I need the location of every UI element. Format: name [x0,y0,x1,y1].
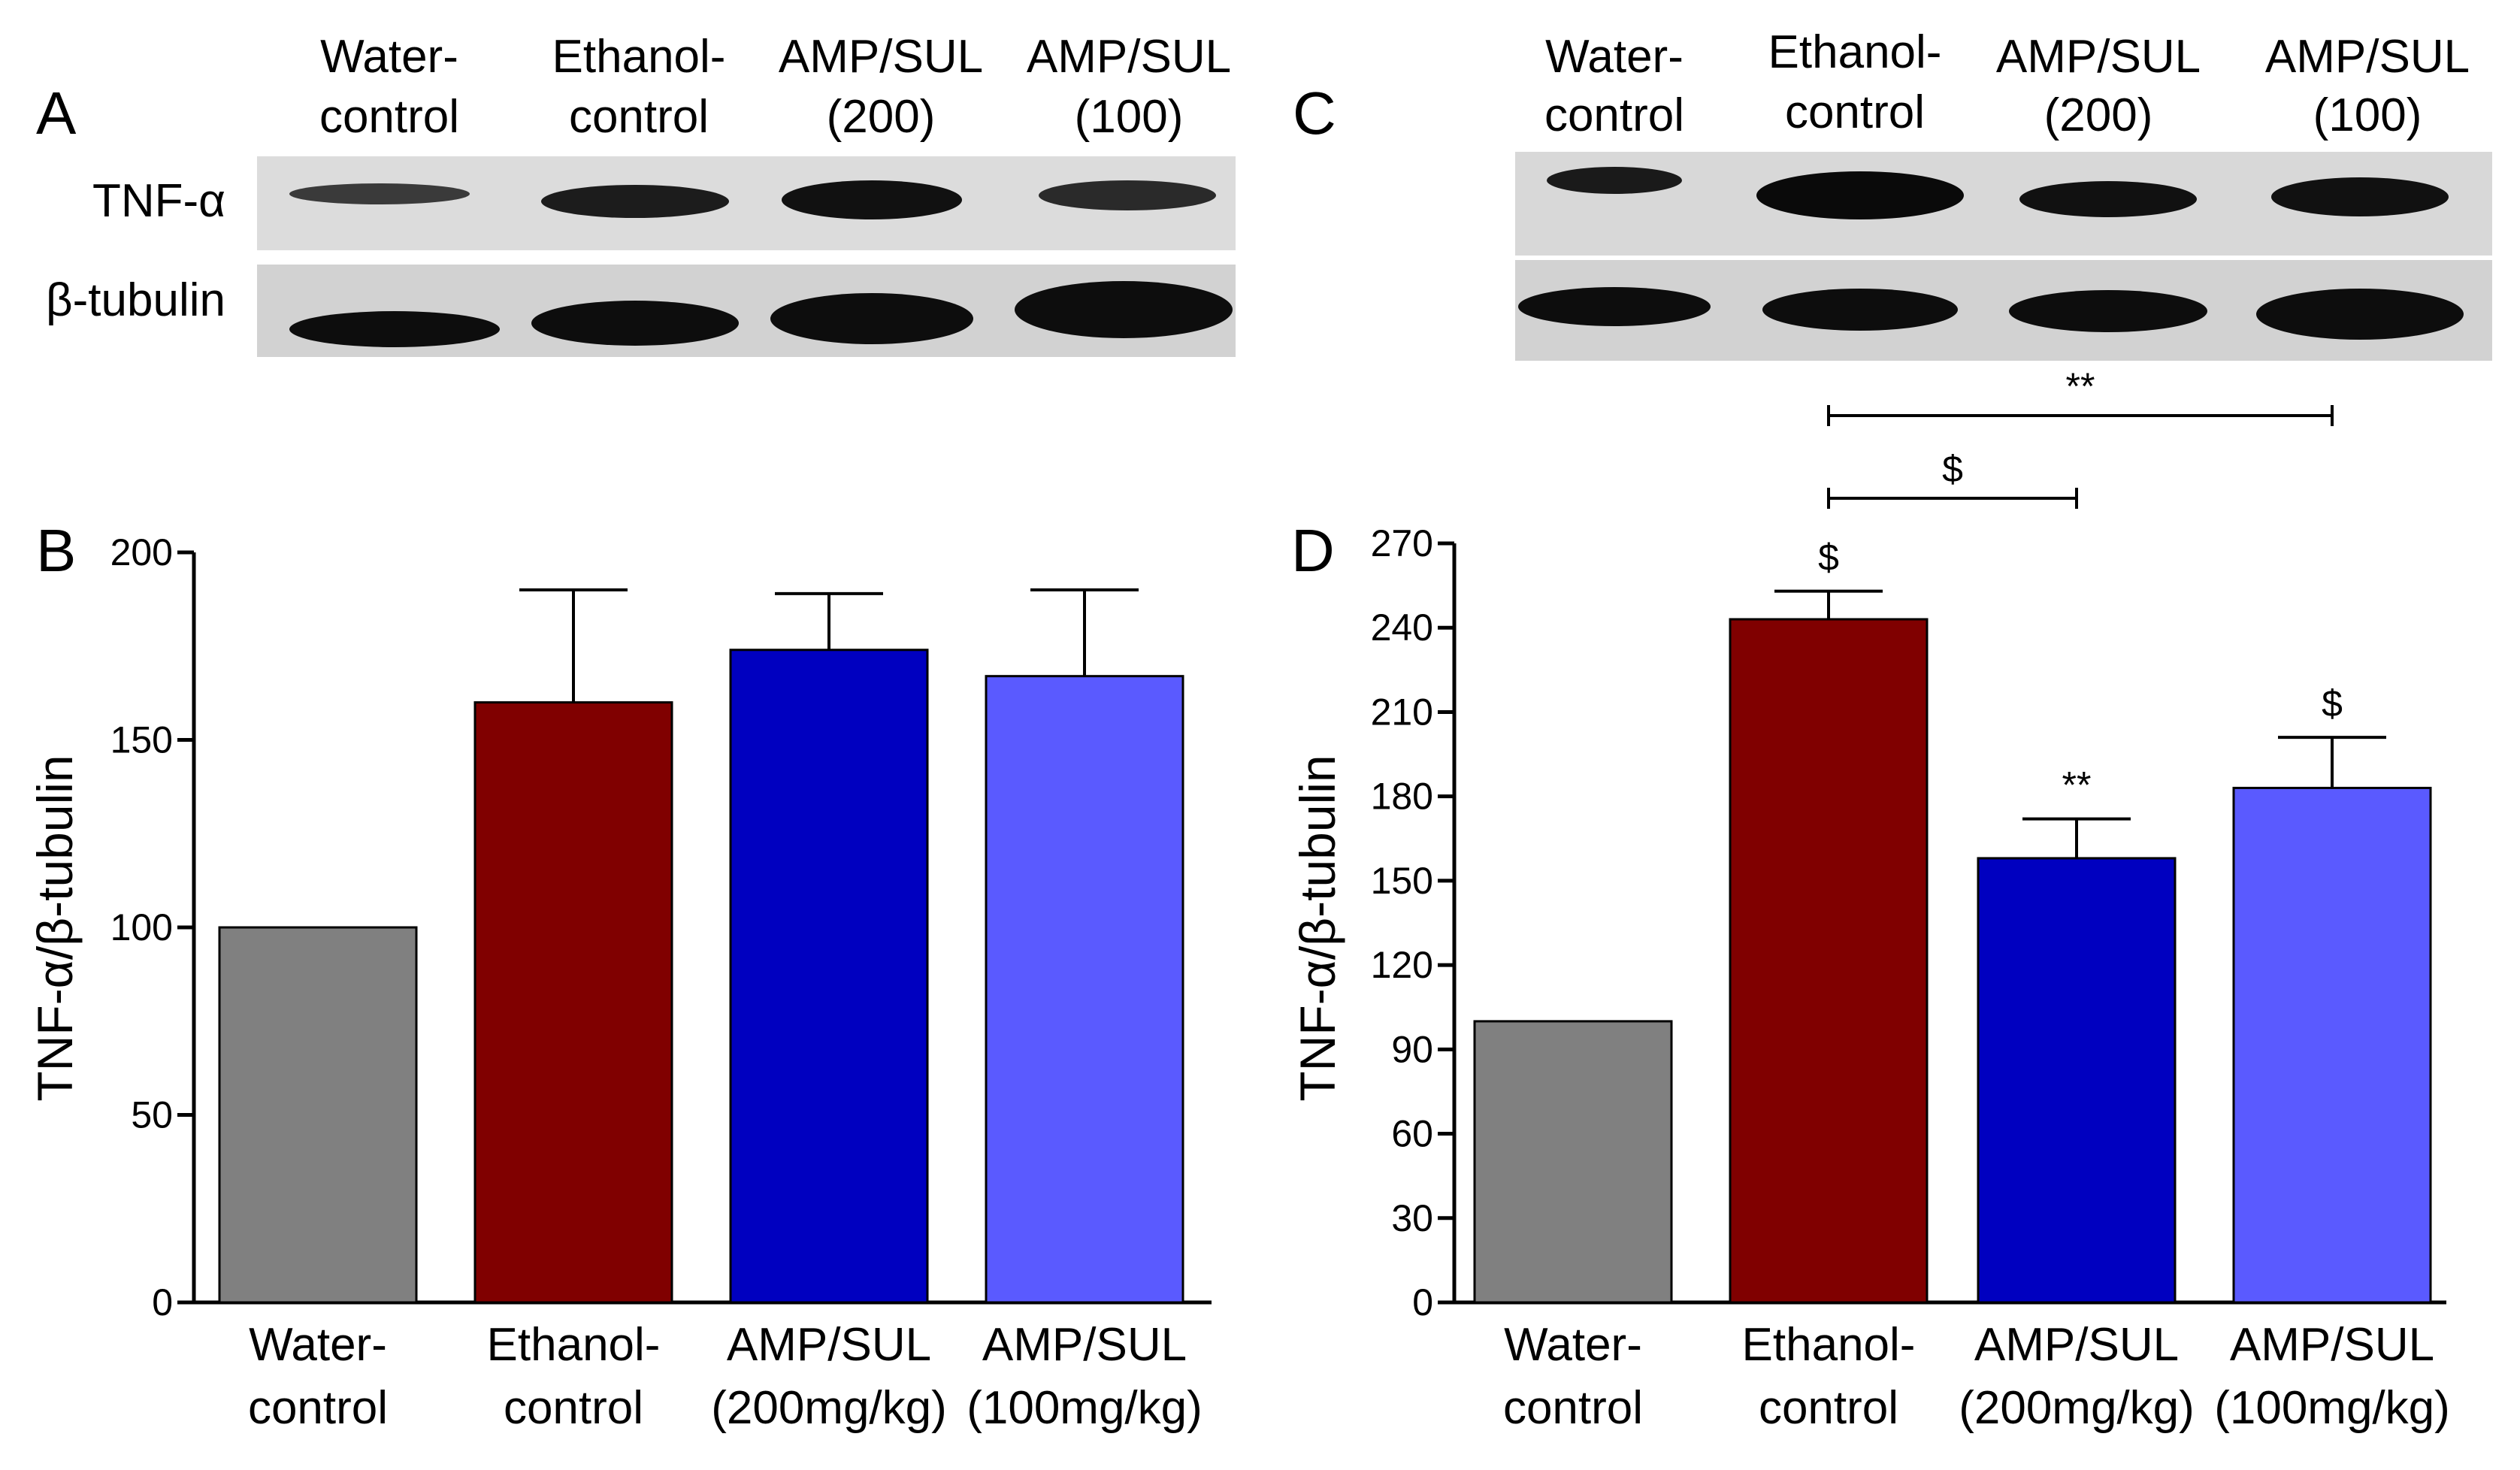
blot-a-tub-band-3 [770,293,973,344]
chart-d-ylabel: TNF-α/β-tubulin [1290,755,1345,1101]
blot-a-lane-4-line-2: (100) [1075,91,1184,143]
blot-a-tub-band-4 [1015,281,1233,338]
blot-a-tnf-band-1 [289,183,470,204]
blot-a-row-label-tubulin: β-tubulin [46,274,225,326]
chart-b-bar-4 [985,675,1184,1304]
blot-a-tub-band-1 [289,311,500,347]
panel-b-chart: B TNF-α/β-tubulin 0 50 100 150 200 Water-cont… [27,517,1212,1434]
blot-c-lane-3-line-2: (200) [2044,89,2153,141]
blot-c-tnf-band-2 [1756,171,1964,219]
chart-b-category-4-line-2: (100mg/kg) [967,1382,1203,1434]
panel-a: A Water- control Ethanol- control AMP/SU… [36,31,1236,357]
chart-d-bracket-1-label: ** [2066,365,2095,407]
chart-b-ytick-label-4: 200 [110,531,173,573]
blot-a-lane-2-line-2: control [569,91,709,143]
chart-d-bar-3 [1977,857,2177,1304]
panel-d-chart: D TNF-α/β-tubulin 0 30 60 90 120 150 180 210 240… [1290,365,2450,1434]
chart-b-category-3-line-1: AMP/SUL [727,1319,931,1371]
chart-d-bracket-2-label: $ [1942,448,1963,490]
chart-d-category-4-line-1: AMP/SUL [2230,1319,2434,1371]
blot-c-lane-2-line-2: control [1785,86,1925,138]
chart-b-ylabel: TNF-α/β-tubulin [27,755,83,1101]
blot-a-row-label-tnf: TNF-α [92,175,225,227]
chart-d-annotation-2: $ [1818,537,1839,579]
chart-d-bar-2 [1729,618,1929,1304]
blot-c-tubulin-strip [1515,260,2492,361]
blot-a-tnf-band-2 [541,185,729,218]
blot-a-lane-3-line-1: AMP/SUL [779,31,983,83]
blot-c-tub-band-2 [1762,289,1958,331]
chart-d-ytick-label-5: 150 [1371,860,1433,902]
chart-d-category-1-line-2: control [1503,1382,1643,1434]
blot-c-lane-1-line-2: control [1544,89,1684,141]
blot-c-tub-band-4 [2256,289,2464,340]
chart-d-category-3-line-1: AMP/SUL [1974,1319,2179,1371]
chart-d-category-1-line-1: Water- [1504,1319,1642,1371]
chart-d-ytick-label-6: 180 [1371,776,1433,818]
panel-c: C Water- control Ethanol- control AMP/SU… [1293,26,2492,361]
blot-c-lane-3-line-1: AMP/SUL [1996,31,2201,83]
blot-c-tnf-band-4 [2271,177,2449,216]
panel-label-b: B [36,517,76,584]
chart-b-category-3-line-2: (200mg/kg) [711,1382,947,1434]
blot-a-tnf-band-4 [1039,180,1216,210]
chart-d-category-2-line-2: control [1759,1382,1898,1434]
blot-c-tnf-band-1 [1547,167,1682,194]
blot-a-tubulin-strip [257,265,1236,357]
chart-d-ytick-label-7: 210 [1371,691,1433,733]
chart-b-category-1-line-2: control [248,1382,388,1434]
blot-a-tnf-band-3 [782,180,962,219]
chart-d-ytick-label-4: 120 [1371,944,1433,986]
blot-c-tub-band-1 [1518,287,1711,326]
blot-c-lane-1-line-1: Water- [1545,31,1684,83]
chart-b-category-1-line-1: Water- [249,1319,387,1371]
panel-label-d: D [1291,517,1335,584]
chart-b-ytick-label-1: 50 [131,1094,173,1136]
blot-a-tub-band-2 [531,301,739,346]
chart-d-category-2-line-1: Ethanol- [1742,1319,1916,1371]
panel-label-c: C [1293,80,1336,147]
chart-d-annotation-3: ** [2062,764,2092,806]
chart-d-ytick-label-2: 60 [1391,1113,1433,1155]
chart-d-ytick-label-8: 240 [1371,606,1433,649]
chart-b-category-4-line-1: AMP/SUL [982,1319,1187,1371]
chart-d-ytick-label-3: 90 [1391,1028,1433,1070]
chart-b-bar-2 [473,701,673,1304]
chart-d-ytick-label-0: 0 [1412,1281,1433,1323]
chart-d-bar-1 [1473,1020,1673,1304]
chart-d-category-3-line-2: (200mg/kg) [1959,1382,2195,1434]
chart-d-bar-4 [2232,786,2432,1304]
blot-c-lane-2-line-1: Ethanol- [1768,26,1942,78]
blot-c-tnf-strip [1515,152,2492,256]
chart-b-category-2-line-2: control [504,1382,643,1434]
chart-b-bar-1 [218,926,418,1304]
blot-c-tnf-band-3 [2019,181,2197,217]
blot-a-lane-1-line-1: Water- [320,31,458,83]
chart-d-category-4-line-2: (100mg/kg) [2214,1382,2450,1434]
blot-c-tub-band-3 [2009,290,2207,332]
blot-a-lane-1-line-2: control [319,91,459,143]
blot-a-tnf-strip [257,156,1236,250]
chart-b-bar-3 [729,649,929,1304]
blot-a-lane-3-line-2: (200) [827,91,936,143]
chart-b-ytick-label-3: 150 [110,719,173,761]
blot-a-lane-4-line-1: AMP/SUL [1027,31,1231,83]
chart-b-ytick-label-0: 0 [152,1281,173,1323]
panel-label-a: A [36,80,77,147]
chart-d-ytick-label-9: 270 [1371,522,1433,564]
chart-d-ytick-label-1: 30 [1391,1197,1433,1239]
chart-b-ytick-label-2: 100 [110,906,173,948]
chart-d-annotation-4: $ [2322,682,2343,724]
blot-c-lane-4-line-2: (100) [2313,89,2422,141]
blot-a-lane-2-line-1: Ethanol- [552,31,726,83]
chart-b-category-2-line-1: Ethanol- [487,1319,661,1371]
blot-c-lane-4-line-1: AMP/SUL [2265,31,2470,83]
